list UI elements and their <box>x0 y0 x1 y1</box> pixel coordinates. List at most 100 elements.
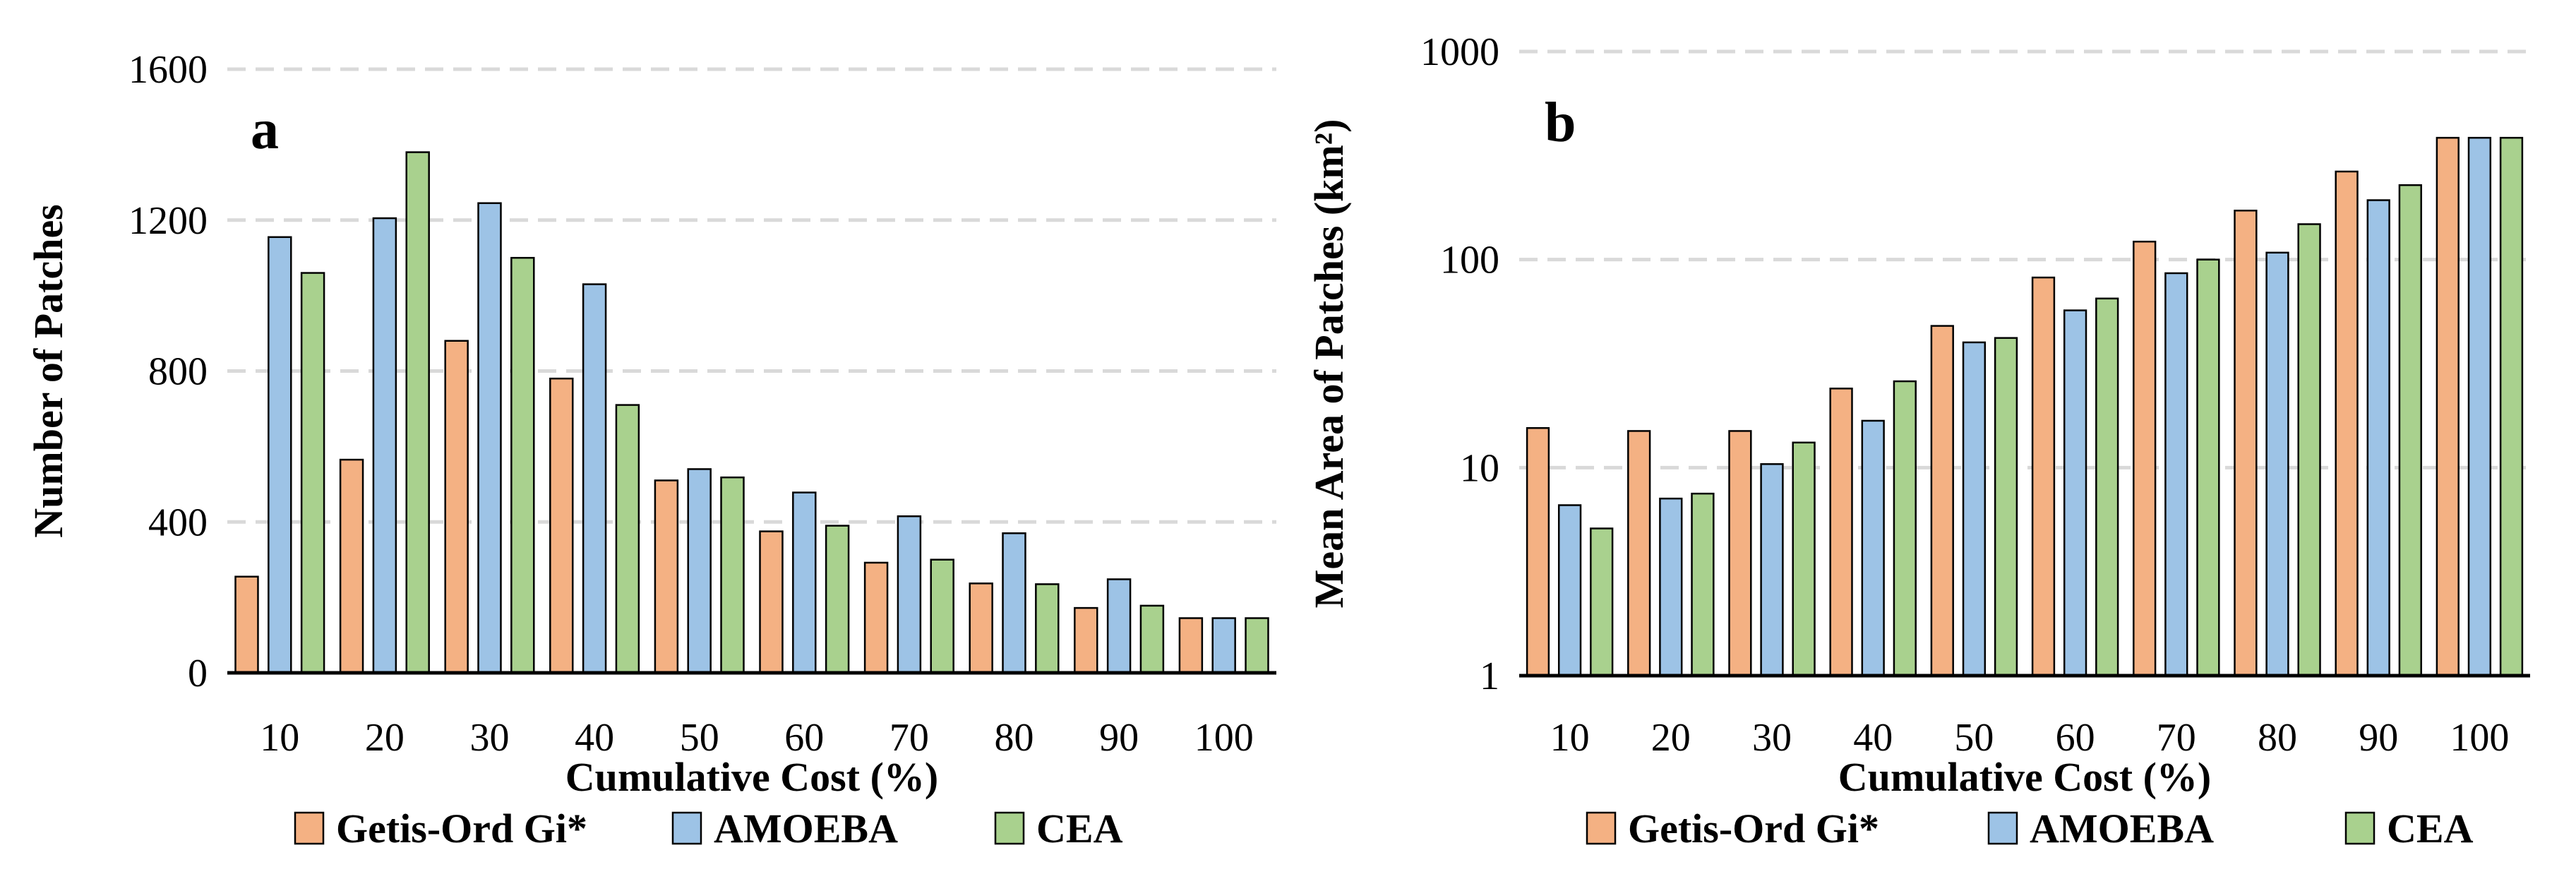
y-tick-label: 100 <box>1440 239 1499 282</box>
legend: Getis-Ord Gi* AMOEBA CEA <box>1586 806 2474 851</box>
chart-panel-b: 1 10 100 1000 10 20 30 40 50 60 70 80 90 100 b Cumulati… <box>1306 30 2530 851</box>
bar-cea-10 <box>1590 527 1614 677</box>
bar-cea-40 <box>1893 380 1917 677</box>
x-tick-label: 70 <box>2157 716 2196 760</box>
bar-getis-40 <box>1829 388 1853 677</box>
bar-amoeba-100 <box>2467 136 2492 677</box>
bar-cea-100 <box>2499 136 2524 677</box>
bar-getis-40 <box>549 377 574 674</box>
y-tick-label: 1600 <box>128 48 208 92</box>
bar-cea-80 <box>2297 223 2321 677</box>
bar-getis-90 <box>1074 606 1098 674</box>
bar-amoeba-10 <box>268 236 292 674</box>
bar-cea-50 <box>1994 337 2018 677</box>
bar-amoeba-40 <box>582 283 607 674</box>
bar-getis-20 <box>1627 430 1651 677</box>
x-tick-label: 50 <box>1954 716 1994 760</box>
legend-label-getis: Getis-Ord Gi* <box>1628 806 1879 851</box>
bar-cea-30 <box>1792 441 1816 677</box>
legend: Getis-Ord Gi* AMOEBA CEA <box>294 806 1123 851</box>
panel-label: b <box>1545 92 1576 154</box>
legend-swatch-amoeba <box>1987 811 2018 845</box>
bar-getis-60 <box>2031 276 2056 677</box>
bar-cea-70 <box>930 558 954 674</box>
bar-cea-10 <box>300 272 325 674</box>
bar-cea-60 <box>2095 297 2119 677</box>
bar-amoeba-60 <box>2063 309 2087 677</box>
x-axis-title: Cumulative Cost (%) <box>565 754 938 800</box>
bar-getis-30 <box>444 340 469 674</box>
x-tick-label: 40 <box>575 716 614 760</box>
bar-getis-50 <box>1930 325 1954 677</box>
bar-cea-90 <box>1139 604 1165 674</box>
x-tick-label: 20 <box>1651 716 1691 760</box>
x-tick-label: 80 <box>995 716 1034 760</box>
x-tick-label: 70 <box>889 716 929 760</box>
bar-getis-90 <box>2335 170 2359 677</box>
legend-swatch-cea <box>2344 811 2376 845</box>
x-tick-label: 40 <box>1853 716 1893 760</box>
x-tick-label: 30 <box>1752 716 1792 760</box>
chart-panel-a: 0 400 800 1200 1600 10 20 30 40 50 60 70 80 90 100 a Cum… <box>25 48 1276 851</box>
panel-label: a <box>251 99 279 161</box>
y-tick-label: 10 <box>1460 446 1499 490</box>
bar-cea-20 <box>405 151 430 674</box>
bar-getis-80 <box>969 582 993 674</box>
y-tick-label: 400 <box>148 501 208 544</box>
x-tick-label: 30 <box>470 716 510 760</box>
bar-amoeba-30 <box>477 202 502 674</box>
x-tick-label: 60 <box>2056 716 2095 760</box>
x-tick-label: 50 <box>680 716 719 760</box>
bar-getis-70 <box>2133 240 2157 677</box>
bar-getis-70 <box>863 561 889 674</box>
bar-cea-50 <box>720 476 745 674</box>
y-axis-title: Mean Area of Patches (km²) <box>1306 119 1352 609</box>
x-tick-label: 100 <box>1194 716 1254 760</box>
legend-swatch-cea <box>994 811 1025 845</box>
bar-amoeba-30 <box>1760 463 1784 677</box>
bar-cea-100 <box>1245 617 1269 674</box>
x-tick-label: 80 <box>2258 716 2297 760</box>
y-tick-label: 800 <box>148 350 208 394</box>
legend-label-cea: CEA <box>2387 806 2474 851</box>
legend-swatch-getis <box>1586 811 1617 845</box>
y-tick-label: 1 <box>1480 654 1499 698</box>
legend-swatch-amoeba <box>671 811 702 845</box>
bar-getis-60 <box>759 530 784 674</box>
bar-getis-80 <box>2234 210 2258 677</box>
y-tick-label: 0 <box>188 652 208 695</box>
y-axis-title: Number of Patches <box>25 204 71 538</box>
bar-cea-80 <box>1035 583 1060 674</box>
bar-cea-40 <box>615 404 640 674</box>
x-tick-label: 90 <box>2359 716 2398 760</box>
bar-cea-90 <box>2398 184 2422 677</box>
legend-label-cea: CEA <box>1036 806 1123 851</box>
bar-amoeba-20 <box>1659 497 1683 677</box>
bar-cea-60 <box>825 525 850 674</box>
bar-amoeba-20 <box>372 217 397 674</box>
bar-amoeba-50 <box>687 468 712 674</box>
bar-amoeba-100 <box>1211 617 1236 674</box>
bar-amoeba-80 <box>1002 532 1026 674</box>
legend-label-amoeba: AMOEBA <box>2030 806 2214 851</box>
legend-swatch-getis <box>294 811 325 845</box>
bar-amoeba-40 <box>1861 419 1885 677</box>
x-axis-title: Cumulative Cost (%) <box>1838 754 2211 800</box>
bar-amoeba-70 <box>2164 272 2188 677</box>
bar-cea-20 <box>1691 492 1715 677</box>
bar-cea-30 <box>510 256 535 674</box>
legend-label-amoeba: AMOEBA <box>714 806 898 851</box>
bar-amoeba-60 <box>792 491 817 674</box>
bar-amoeba-90 <box>1106 578 1132 674</box>
bar-getis-20 <box>339 458 364 674</box>
y-tick-label: 1200 <box>128 199 208 243</box>
x-tick-label: 60 <box>784 716 824 760</box>
x-tick-label: 90 <box>1099 716 1139 760</box>
bar-amoeba-50 <box>1962 341 1987 677</box>
bar-amoeba-10 <box>1557 504 1582 677</box>
bar-getis-10 <box>234 575 259 674</box>
bar-getis-10 <box>1526 426 1550 677</box>
bar-amoeba-90 <box>2366 199 2390 677</box>
y-tick-label: 1000 <box>1420 30 1499 74</box>
